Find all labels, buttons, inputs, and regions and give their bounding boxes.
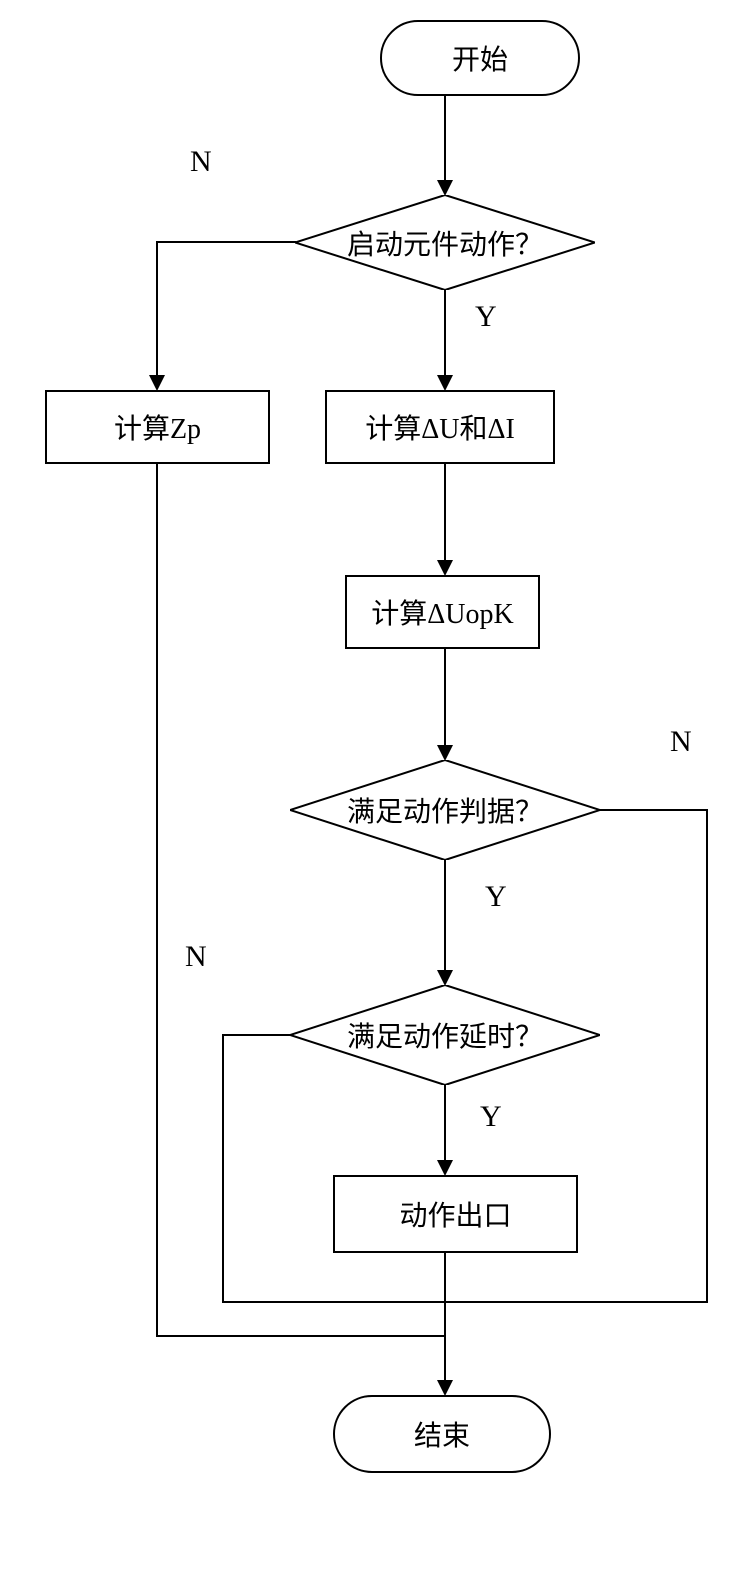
- label-n1: N: [190, 145, 212, 179]
- arrow-start-d1: [444, 96, 446, 184]
- decision-action-delay: 满足动作延时？: [290, 985, 600, 1085]
- d2-text: 满足动作判据？: [347, 790, 543, 830]
- line-d3-n-right: [222, 1301, 446, 1303]
- line-d3-n-down: [222, 1034, 224, 1301]
- line-zp-down: [156, 464, 158, 1335]
- line-zp-right: [156, 1335, 446, 1337]
- line-d2-down: [444, 860, 446, 974]
- arrowhead-d1-dudi: [437, 375, 453, 391]
- line-d3-left: [222, 1034, 291, 1036]
- process-uopk: 计算ΔUopK: [345, 575, 540, 649]
- line-d3-down: [444, 1085, 446, 1164]
- label-n2: N: [670, 725, 692, 759]
- process-du-di: 计算ΔU和ΔI: [325, 390, 555, 464]
- process-action-out: 动作出口: [333, 1175, 578, 1253]
- zp-text: 计算Zp: [114, 407, 201, 447]
- line-dudi-down: [444, 464, 446, 564]
- line-out-down: [444, 1253, 446, 1384]
- d3-text: 满足动作延时？: [347, 1015, 543, 1055]
- arrowhead-d1-zp: [149, 375, 165, 391]
- uopk-text: 计算ΔUopK: [371, 592, 513, 632]
- out-text: 动作出口: [399, 1194, 511, 1234]
- decision-start-element: 启动元件动作？: [295, 195, 595, 290]
- start-text: 开始: [452, 38, 508, 78]
- end-text: 结束: [414, 1414, 470, 1454]
- arrowhead-d2-d3: [437, 970, 453, 986]
- label-n3: N: [185, 940, 207, 974]
- arrowhead-d3-out: [437, 1160, 453, 1176]
- label-y3: Y: [480, 1100, 502, 1134]
- d1-text: 启动元件动作？: [347, 223, 543, 263]
- arrowhead-dudi-uopk: [437, 560, 453, 576]
- line-d1-left-v: [156, 241, 158, 379]
- arrowhead-uopk-d2: [437, 745, 453, 761]
- line-d2-right: [600, 809, 708, 811]
- line-d1-down: [444, 290, 446, 379]
- end-terminal: 结束: [333, 1395, 551, 1473]
- arrowhead-start-d1: [437, 180, 453, 196]
- line-d1-left-h: [156, 241, 296, 243]
- flowchart-container: 开始 启动元件动作？ N Y 计算Zp 计算ΔU和ΔI 计算ΔUopK: [0, 0, 749, 1575]
- decision-action-criterion: 满足动作判据？: [290, 760, 600, 860]
- label-y1: Y: [475, 300, 497, 334]
- line-d2-n-left: [445, 1301, 708, 1303]
- process-zp: 计算Zp: [45, 390, 270, 464]
- start-terminal: 开始: [380, 20, 580, 96]
- line-d2-n-down: [706, 809, 708, 1301]
- label-y2: Y: [485, 880, 507, 914]
- line-uopk-down: [444, 649, 446, 749]
- dudi-text: 计算ΔU和ΔI: [365, 407, 515, 447]
- arrowhead-out-end: [437, 1380, 453, 1396]
